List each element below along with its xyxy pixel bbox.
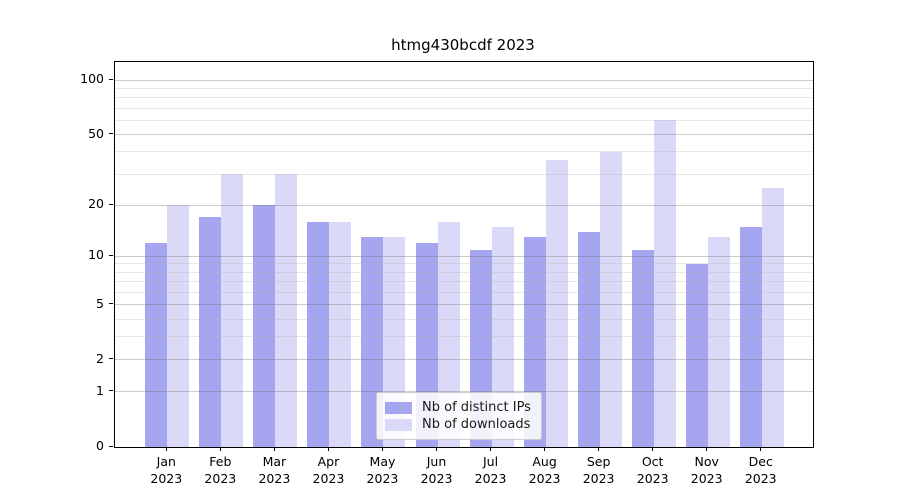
x-tick-label-oct: Oct 2023 [636, 454, 669, 486]
gridline-2 [115, 359, 813, 361]
x-tick-mark-jan [165, 447, 167, 451]
gridline-6 [115, 291, 813, 293]
y-tick-label-50: 50 [88, 125, 104, 141]
legend: Nb of distinct IPs Nb of downloads [376, 392, 542, 440]
legend-row-distinct-ips: Nb of distinct IPs [385, 399, 531, 416]
gridline-8 [115, 271, 813, 273]
bar-dec-distinct-ips [739, 226, 762, 447]
x-tick-mark-jun [436, 447, 437, 451]
gridline-70 [115, 107, 813, 109]
legend-swatch-distinct-ips [385, 401, 412, 414]
y-tick-label-2: 2 [96, 350, 104, 366]
y-tick-label-20: 20 [88, 196, 104, 212]
gridline-30 [115, 173, 813, 175]
y-tick-mark-2 [109, 358, 113, 360]
x-tick-mark-sep [598, 447, 600, 451]
x-tick-mark-feb [219, 447, 221, 451]
x-tick-label-feb: Feb 2023 [204, 454, 237, 486]
y-tick-mark-5 [109, 303, 113, 305]
gridlines-layer [115, 62, 813, 447]
bar-sep-distinct-ips [577, 231, 600, 447]
y-tick-label-1: 1 [96, 382, 104, 398]
y-tick-label-100: 100 [80, 71, 104, 87]
y-tick-label-5: 5 [96, 295, 104, 311]
legend-label-distinct-ips: Nb of distinct IPs [422, 400, 531, 415]
x-tick-label-aug: Aug 2023 [528, 454, 561, 486]
bar-sep-downloads [599, 151, 622, 447]
x-tick-label-jul: Jul 2023 [474, 454, 507, 486]
y-tick-mark-20 [109, 203, 113, 205]
gridline-9 [115, 263, 813, 265]
bar-feb-distinct-ips [199, 217, 222, 447]
x-tick-mark-dec [760, 447, 762, 451]
chart-title: htmg430bcdf 2023 [391, 36, 535, 54]
gridline-7 [115, 281, 813, 283]
bar-nov-distinct-ips [685, 264, 708, 447]
gridline-20 [115, 204, 813, 206]
bar-mar-distinct-ips [253, 205, 276, 447]
x-tick-label-jan: Jan 2023 [150, 454, 183, 486]
y-tick-mark-1 [109, 390, 113, 392]
x-tick-mark-may [381, 447, 383, 451]
y-tick-mark-100 [109, 78, 113, 80]
x-tick-mark-nov [706, 447, 708, 451]
legend-row-downloads: Nb of downloads [385, 416, 531, 433]
bar-jan-downloads [167, 205, 190, 447]
plot-area: Nb of distinct IPs Nb of downloads [114, 61, 814, 448]
gridline-5 [115, 304, 813, 306]
bar-feb-downloads [221, 174, 244, 447]
x-tick-label-dec: Dec 2023 [744, 454, 777, 486]
gridline-100 [115, 79, 813, 81]
gridline-10 [115, 255, 813, 257]
gridline-3 [115, 336, 813, 338]
bar-aug-downloads [545, 160, 568, 447]
bar-jan-distinct-ips [145, 243, 168, 447]
bar-apr-downloads [329, 221, 352, 447]
x-tick-label-mar: Mar 2023 [258, 454, 291, 486]
bar-apr-distinct-ips [307, 221, 330, 447]
x-tick-label-apr: Apr 2023 [312, 454, 345, 486]
bar-dec-downloads [761, 188, 784, 447]
gridline-4 [115, 318, 813, 320]
gridline-1 [115, 391, 813, 393]
x-tick-mark-aug [544, 447, 546, 451]
x-tick-mark-oct [652, 447, 654, 451]
x-tick-mark-jul [490, 447, 492, 451]
gridline-80 [115, 97, 813, 99]
bar-nov-downloads [707, 237, 730, 447]
gridline-60 [115, 119, 813, 121]
gridline-90 [115, 87, 813, 89]
y-tick-label-10: 10 [88, 247, 104, 263]
x-tick-label-nov: Nov 2023 [690, 454, 723, 486]
bar-oct-downloads [653, 120, 676, 447]
gridline-50 [115, 134, 813, 135]
x-tick-label-jun: Jun 2023 [420, 454, 453, 486]
x-tick-label-sep: Sep 2023 [582, 454, 615, 486]
gridline-40 [115, 151, 813, 153]
bar-jun-downloads [437, 221, 460, 447]
bar-oct-distinct-ips [631, 249, 654, 447]
y-tick-label-0: 0 [96, 438, 104, 453]
legend-label-downloads: Nb of downloads [422, 417, 531, 432]
legend-swatch-downloads [385, 418, 412, 431]
bar-mar-downloads [275, 174, 298, 447]
y-tick-mark-10 [109, 254, 113, 256]
y-tick-mark-50 [109, 133, 113, 134]
y-tick-mark-0 [109, 445, 113, 447]
x-tick-label-may: May 2023 [366, 454, 399, 486]
bar-jul-downloads [491, 226, 514, 447]
x-tick-mark-apr [327, 447, 329, 451]
x-tick-mark-mar [273, 447, 275, 451]
